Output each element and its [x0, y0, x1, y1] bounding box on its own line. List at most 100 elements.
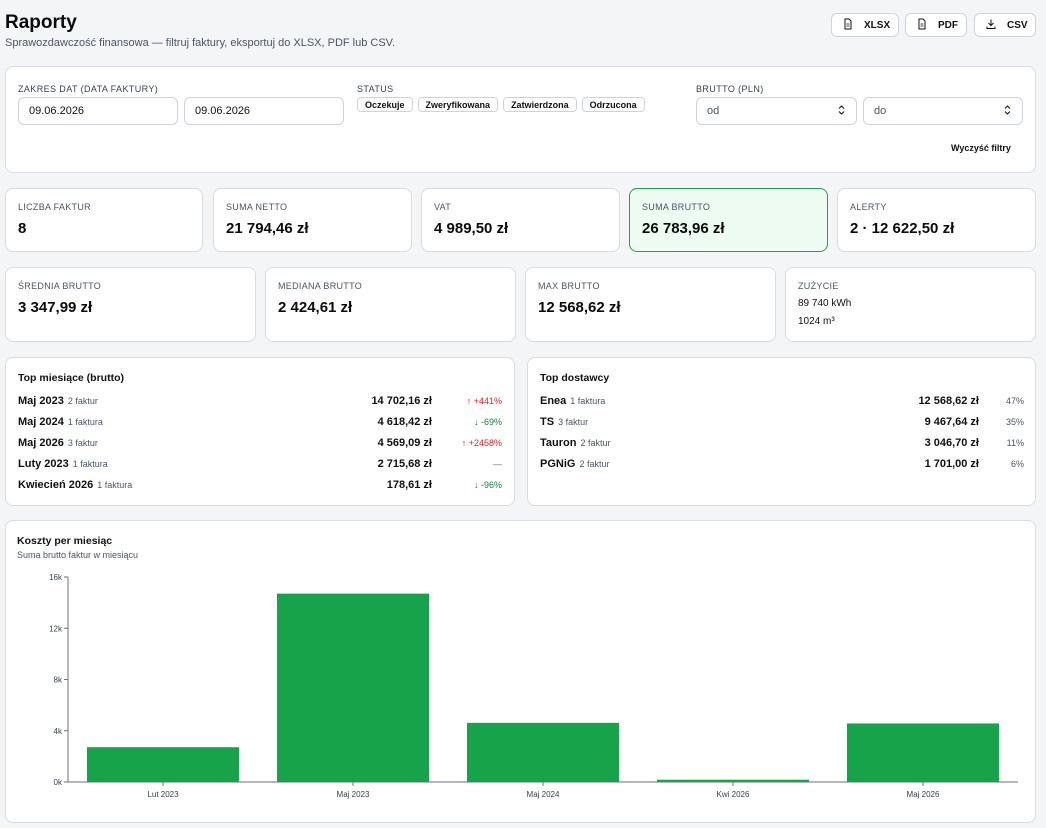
supplier-amount: 9 467,64 zł	[924, 416, 979, 428]
supplier-name: TS 3 faktur	[540, 416, 589, 428]
brutto-from-placeholder: od	[707, 105, 720, 117]
status-chip-verified[interactable]: Zweryfikowana	[417, 97, 499, 112]
supplier-amount: 12 568,62 zł	[918, 395, 979, 407]
invoice-count: 2 faktur	[580, 438, 611, 448]
invoice-count: 1 faktura	[97, 480, 133, 490]
clear-filters-button[interactable]: Wyczyść filtry	[951, 143, 1011, 153]
bar	[87, 747, 239, 782]
top-month-row: Maj 2026 3 faktur 4 569,09 zł ↑ +2458%	[18, 437, 502, 453]
invoice-count: 1 faktura	[67, 417, 103, 427]
stat-value: 2 · 12 622,50 zł	[850, 220, 955, 237]
top-supplier-row: Enea 1 faktura 12 568,62 zł 47%	[540, 395, 1024, 411]
month-change: ↓ -69%	[473, 417, 502, 427]
export-xlsx-label: XLSX	[864, 19, 891, 31]
stat-value: 26 783,96 zł	[642, 220, 725, 237]
usage-kwh: 89 740 kWh	[798, 298, 852, 309]
export-pdf-label: PDF	[938, 19, 958, 31]
bar	[277, 593, 429, 782]
stat-card-usage: ZUŻYCIE 89 740 kWh 1024 m³	[785, 267, 1036, 342]
y-tick-label: 8k	[54, 676, 63, 685]
stat-card-net-sum: SUMA NETTO 21 794,46 zł	[213, 188, 412, 252]
stat-value: 2 424,61 zł	[278, 299, 353, 316]
monthly-costs-chart: 0k 4k 8k 12k 16k Lut 2023 Maj 2023 Maj 2024 Kwi …	[49, 573, 1018, 799]
status-chips: Oczekuje Zweryfikowana Zatwierdzona Odrz…	[357, 97, 645, 112]
top-month-row: Luty 2023 1 faktura 2 715,68 zł —	[18, 458, 502, 474]
y-tick-label: 16k	[49, 573, 63, 582]
y-tick-label: 0k	[54, 778, 63, 787]
bar	[467, 722, 619, 782]
top-month-row: Kwiecień 2026 1 faktura 178,61 zł ↓ -96%	[18, 479, 502, 495]
top-suppliers-panel: Top dostawcy Enea 1 faktura 12 568,62 zł 47…	[527, 357, 1036, 506]
month-name: Maj 2023 2 faktur	[18, 395, 98, 407]
y-tick-label: 4k	[54, 727, 63, 736]
supplier-amount: 1 701,00 zł	[924, 458, 979, 470]
supplier-share: 47%	[1005, 396, 1024, 406]
chart-subtitle: Suma brutto faktur w miesiącu	[17, 550, 139, 560]
invoice-count: 3 faktur	[558, 417, 589, 427]
date-from-input[interactable]: 09.06.2026	[18, 97, 178, 125]
stat-label: ŚREDNIA BRUTTO	[18, 281, 102, 291]
top-supplier-row: Tauron 2 faktur 3 046,70 zł 11%	[540, 437, 1024, 453]
month-change: ↑ +2458%	[461, 438, 502, 448]
month-change: ↑ +441%	[466, 396, 502, 406]
x-tick-label: Maj 2026	[907, 790, 940, 799]
y-tick-label: 12k	[49, 624, 63, 633]
supplier-name: Tauron 2 faktur	[540, 437, 611, 449]
stat-value: 12 568,62 zł	[538, 299, 621, 316]
file-icon	[842, 18, 854, 33]
stat-card-median-gross: MEDIANA BRUTTO 2 424,61 zł	[265, 267, 516, 342]
export-xlsx-button[interactable]: XLSX	[831, 13, 899, 37]
top-month-row: Maj 2024 1 faktura 4 618,42 zł ↓ -69%	[18, 416, 502, 432]
chart-title: Koszty per miesiąc	[17, 535, 113, 547]
x-tick-label: Maj 2023	[337, 790, 370, 799]
stat-label: VAT	[434, 202, 452, 212]
stat-card-gross-sum: SUMA BRUTTO 26 783,96 zł	[629, 188, 828, 252]
invoice-count: 2 faktur	[579, 459, 610, 469]
brutto-from-select[interactable]: od	[696, 97, 857, 125]
month-amount: 2 715,68 zł	[377, 458, 432, 470]
page-title: Raporty	[5, 12, 77, 33]
month-name: Kwiecień 2026 1 faktura	[18, 479, 133, 491]
bar	[847, 723, 999, 782]
supplier-name: PGNiG 2 faktur	[540, 458, 610, 470]
page-subtitle: Sprawozdawczość finansowa — filtruj fakt…	[5, 37, 396, 49]
top-supplier-row: TS 3 faktur 9 467,64 zł 35%	[540, 416, 1024, 432]
invoice-count: 2 faktur	[67, 396, 98, 406]
status-chip-pending[interactable]: Oczekuje	[357, 97, 413, 112]
stat-card-alerts[interactable]: ALERTY 2 · 12 622,50 zł	[837, 188, 1036, 252]
stat-label: MEDIANA BRUTTO	[278, 281, 363, 291]
month-change: ↓ -96%	[473, 480, 502, 490]
status-label: STATUS	[357, 84, 394, 94]
export-csv-button[interactable]: CSV	[974, 13, 1036, 37]
brutto-to-select[interactable]: do	[863, 97, 1023, 125]
stat-value: 21 794,46 zł	[226, 220, 309, 237]
download-icon	[985, 18, 997, 33]
stat-card-vat: VAT 4 989,50 zł	[421, 188, 620, 252]
bar	[657, 779, 809, 782]
date-to-input[interactable]: 09.06.2026	[184, 97, 344, 125]
supplier-share: 6%	[1010, 459, 1024, 469]
month-name: Maj 2024 1 faktura	[18, 416, 103, 428]
month-amount: 4 569,09 zł	[377, 437, 432, 449]
supplier-name: Enea 1 faktura	[540, 395, 606, 407]
top-suppliers-title: Top dostawcy	[540, 372, 610, 384]
status-chip-approved[interactable]: Zatwierdzona	[503, 97, 577, 112]
stat-card-invoice-count: LICZBA FAKTUR 8	[5, 188, 203, 252]
brutto-to-placeholder: do	[874, 105, 887, 117]
month-amount: 4 618,42 zł	[377, 416, 432, 428]
month-change: —	[493, 459, 502, 469]
invoice-count: 1 faktura	[570, 396, 606, 406]
supplier-share: 11%	[1006, 438, 1024, 448]
month-amount: 14 702,16 zł	[371, 395, 432, 407]
invoice-count: 3 faktur	[67, 438, 98, 448]
top-months-panel: Top miesiące (brutto) Maj 2023 2 faktur 14…	[5, 357, 515, 506]
usage-m3: 1024 m³	[798, 316, 835, 327]
stat-value: 3 347,99 zł	[18, 299, 93, 316]
top-month-row: Maj 2023 2 faktur 14 702,16 zł ↑ +441%	[18, 395, 502, 411]
status-chip-rejected[interactable]: Odrzucona	[581, 97, 645, 112]
export-pdf-button[interactable]: PDF	[905, 13, 967, 37]
file-icon	[916, 18, 928, 33]
stat-label: SUMA NETTO	[226, 202, 288, 212]
chevron-updown-icon	[1003, 104, 1012, 119]
month-name: Maj 2026 3 faktur	[18, 437, 98, 449]
